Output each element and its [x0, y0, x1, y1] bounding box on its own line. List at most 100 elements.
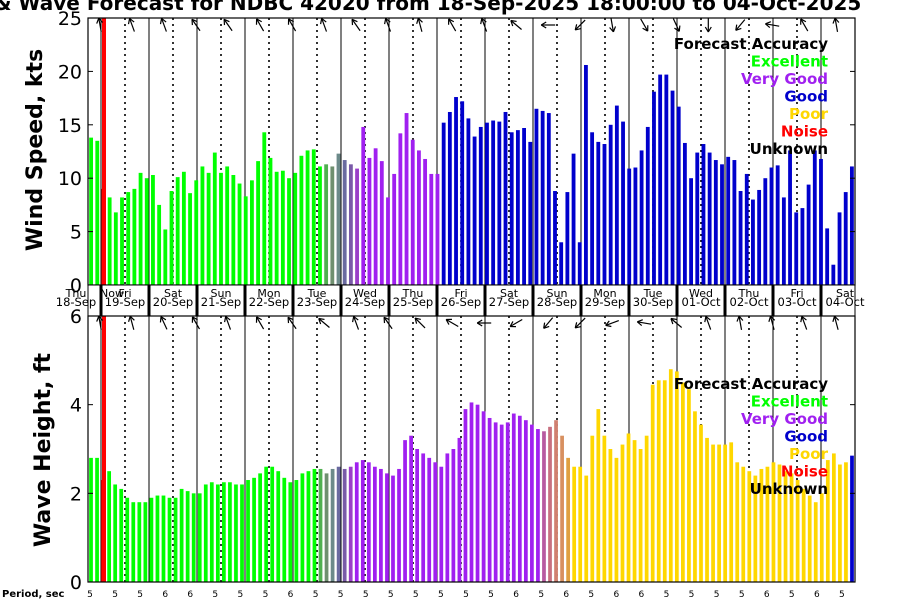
- wind-speed-bar: [435, 173, 440, 285]
- period-value: 5: [112, 590, 118, 600]
- direction-arrow: [800, 315, 808, 330]
- wave-height-bar: [348, 466, 353, 582]
- wave-height-bar: [433, 462, 438, 582]
- wind-speed-bar: [169, 191, 174, 285]
- wave-height-bar: [167, 497, 172, 582]
- wind-speed-bar: [645, 126, 650, 285]
- wind-speed-bar: [194, 180, 199, 285]
- period-value: 5: [789, 590, 795, 600]
- wave-height-bar: [572, 466, 577, 582]
- wave-height-bar: [747, 471, 752, 582]
- wind-speed-bar: [763, 178, 768, 285]
- wave-height-bar: [185, 491, 190, 582]
- wave-height-bar: [807, 495, 812, 582]
- wave-plot-frame: [87, 315, 856, 583]
- wind-speed-bar: [404, 113, 409, 285]
- wind-speed-bar: [590, 132, 595, 285]
- wave-height-bar: [366, 462, 371, 582]
- wind-speed-bar: [565, 192, 570, 285]
- wave-height-bar: [487, 417, 492, 582]
- wind-speed-bar: [528, 141, 533, 285]
- wind-speed-panel: Wind Speed, kts 0 5 10 15 20 25 Forecast Accu…: [23, 8, 856, 297]
- y-tick-label: 6: [70, 306, 82, 328]
- wind-speed-bar: [849, 166, 854, 285]
- wave-height-bar: [656, 380, 661, 582]
- wind-speed-bar: [113, 212, 118, 285]
- wind-speed-bar: [460, 101, 465, 285]
- direction-arrow: [768, 315, 776, 330]
- wave-height-bar: [457, 437, 462, 582]
- wave-height-bar: [644, 435, 649, 582]
- direction-arrow: [255, 18, 265, 32]
- wave-height-bar: [511, 413, 516, 582]
- direction-arrow: [287, 18, 297, 32]
- wave-height-bar: [258, 473, 262, 582]
- wave-height-bar: [481, 411, 486, 582]
- wind-speed-bar: [231, 175, 236, 285]
- wind-speed-bar: [342, 160, 347, 285]
- wave-height-bar: [173, 497, 178, 582]
- wave-height-bar: [246, 480, 250, 582]
- day-separator: [483, 285, 487, 316]
- wave-height-bar: [681, 382, 685, 582]
- day-date: 25-Sep: [393, 295, 433, 309]
- wind-speed-bar: [707, 152, 712, 285]
- wind-speed-bar: [398, 133, 403, 285]
- wind-speed-bar: [318, 166, 322, 285]
- period-value: 5: [313, 590, 319, 600]
- wind-speed-bar: [788, 150, 792, 285]
- wind-speed-bar: [287, 178, 291, 285]
- wave-height-bar: [723, 444, 728, 582]
- wind-speed-bar: [478, 126, 483, 285]
- day-date: 26-Sep: [441, 295, 481, 309]
- wind-speed-bar: [250, 180, 254, 285]
- direction-arrow: [605, 320, 619, 328]
- wind-speed-bar: [157, 204, 162, 285]
- direction-arrow: [414, 317, 426, 329]
- wind-speed-bar: [212, 152, 217, 285]
- wave-height-bar: [759, 468, 764, 582]
- wind-speed-bar: [819, 158, 823, 285]
- wave-height-bar: [143, 502, 148, 582]
- y-tick-label: 20: [58, 61, 82, 83]
- wind-speed-bar: [769, 167, 774, 285]
- wind-speed-bar: [268, 157, 273, 285]
- wind-speed-bar: [621, 121, 625, 285]
- wind-speed-bar: [243, 196, 248, 285]
- period-value: 6: [764, 590, 770, 600]
- wave-height-bar: [318, 468, 323, 582]
- direction-arrow: [287, 316, 297, 330]
- wave-height-bar: [548, 426, 552, 582]
- period-value: 5: [388, 590, 394, 600]
- y-tick-label: 5: [70, 222, 82, 244]
- wind-speed-bar: [447, 111, 452, 285]
- wind-speed-bar: [627, 168, 632, 285]
- wind-speed-bar: [614, 105, 619, 285]
- direction-arrow: [224, 315, 232, 330]
- wind-speed-bar: [305, 150, 310, 285]
- y-tick-label: 25: [58, 8, 82, 30]
- wave-height-bar: [215, 484, 220, 582]
- wave-height-bar: [608, 449, 613, 582]
- day-date: 29-Sep: [585, 295, 625, 309]
- wind-speed-bar: [429, 173, 434, 285]
- wind-speed-bar: [571, 153, 576, 285]
- period-value: 5: [689, 590, 695, 600]
- wave-height-bar: [222, 482, 226, 582]
- wind-y-axis-label: Wind Speed, kts: [23, 49, 48, 251]
- wind-speed-bar: [676, 106, 681, 285]
- legend-item: Poor: [789, 105, 829, 123]
- wind-speed-bar: [726, 156, 731, 285]
- direction-arrow: [255, 316, 265, 330]
- wind-speed-bar: [386, 197, 390, 285]
- wind-speed-bar: [355, 168, 359, 285]
- wave-height-bar: [415, 449, 420, 582]
- wind-speed-bar: [262, 132, 267, 285]
- wind-speed-bar: [491, 120, 496, 285]
- wave-height-bar: [777, 464, 782, 582]
- wave-height-bar: [282, 477, 287, 582]
- wave-height-bar: [505, 422, 510, 582]
- wind-speed-bar: [423, 158, 428, 285]
- wave-height-bar: [354, 462, 359, 582]
- wave-height-bar: [590, 435, 595, 582]
